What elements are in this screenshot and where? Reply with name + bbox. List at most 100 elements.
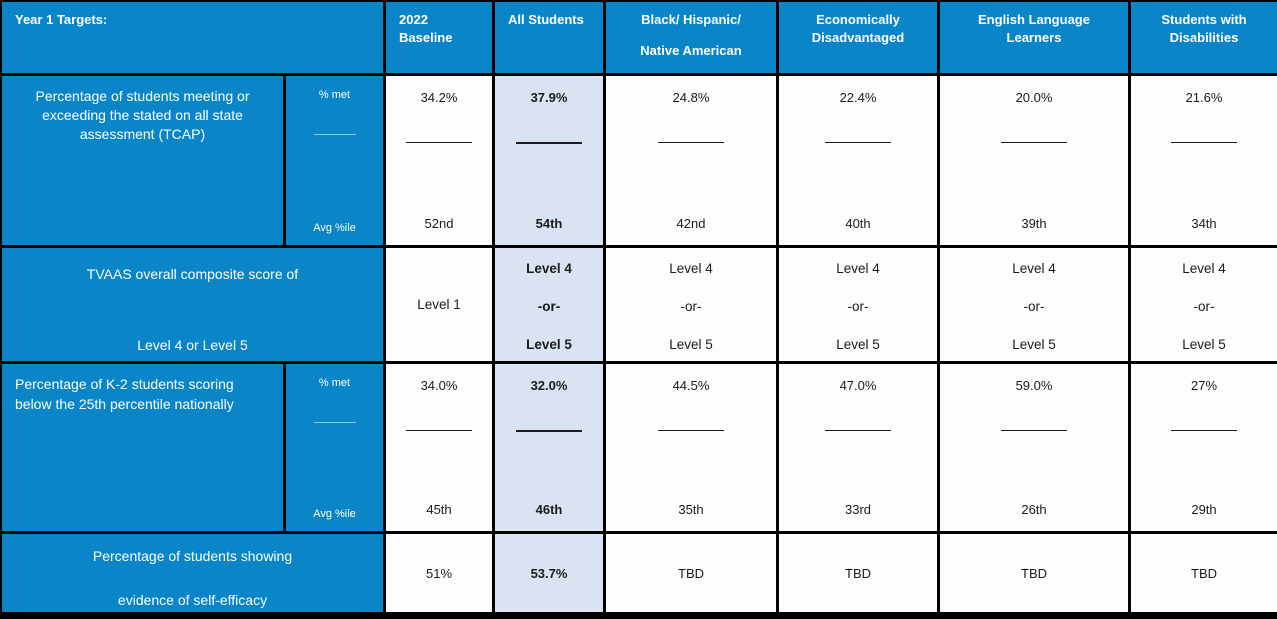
- tcap-baseline-pct: 34.2%: [420, 90, 458, 105]
- header-ell-line2: Learners: [1006, 30, 1062, 45]
- k2-econ-ordinal: 33rd: [844, 502, 872, 517]
- tcap-swd-ordinal: 34th: [1191, 216, 1217, 231]
- k2-ell-pct: 59.0%: [1015, 378, 1053, 393]
- header-ell-line1: English Language: [978, 12, 1090, 27]
- tvaas-swd-line2: -or-: [1193, 299, 1215, 314]
- header-black-hispanic-line1: Black/ Hispanic/: [641, 12, 741, 27]
- tvaas-row-label: TVAAS overall composite score of Level 4…: [2, 248, 383, 361]
- header-baseline-line2: Baseline: [399, 30, 453, 45]
- blank-line: [658, 430, 724, 431]
- pct-met-label: % met: [318, 89, 351, 101]
- blank-line: [406, 142, 472, 143]
- blank-line: [1001, 142, 1067, 143]
- selfefficacy-ell-cell: TBD: [940, 534, 1128, 612]
- tcap-metric-sublabels: % met Avg %ile: [286, 76, 383, 245]
- tvaas-ell-line1: Level 4: [1012, 261, 1056, 276]
- tvaas-ell-line2: -or-: [1023, 299, 1045, 314]
- header-all-students: All Students: [495, 2, 603, 73]
- tvaas-baseline-cell: Level 1: [386, 248, 492, 361]
- tcap-baseline-ordinal: 52nd: [424, 216, 454, 231]
- tvaas-swd-line1: Level 4: [1182, 261, 1226, 276]
- tvaas-all-students-cell: Level 4 -or- Level 5: [495, 248, 603, 361]
- k2-black-hispanic-pct: 44.5%: [672, 378, 710, 393]
- tvaas-bh-line2: -or-: [680, 299, 702, 314]
- tcap-all-pct: 37.9%: [530, 90, 568, 105]
- tvaas-all-line2: -or-: [537, 299, 561, 314]
- tvaas-econ-cell: Level 4 -or- Level 5: [779, 248, 937, 361]
- tvaas-label-line1: TVAAS overall composite score of: [86, 266, 299, 282]
- k2-baseline-cell: 34.0% 45th: [386, 364, 492, 531]
- tvaas-ell-line3: Level 5: [1012, 337, 1056, 352]
- tvaas-bh-line3: Level 5: [669, 337, 713, 352]
- tcap-baseline-cell: 34.2% 52nd: [386, 76, 492, 245]
- k2-swd-cell: 27% 29th: [1131, 364, 1277, 531]
- tvaas-econ-line2: -or-: [847, 299, 869, 314]
- avg-percentile-label: Avg %ile: [313, 508, 356, 520]
- k2-swd-pct: 27%: [1190, 378, 1218, 393]
- header-all-students-label: All Students: [508, 12, 584, 27]
- selfefficacy-ell-value: TBD: [1021, 565, 1047, 581]
- k2-econ-pct: 47.0%: [839, 378, 877, 393]
- selfefficacy-label-line2: evidence of self-efficacy: [117, 592, 268, 608]
- blank-line: [516, 430, 582, 432]
- selfefficacy-all-students-cell: 53.7%: [495, 534, 603, 612]
- header-econ-line2: Disadvantaged: [811, 30, 905, 45]
- tcap-swd-pct: 21.6%: [1185, 90, 1223, 105]
- blank-line: [1171, 430, 1237, 431]
- table-title: Year 1 Targets:: [15, 12, 108, 27]
- k2-black-hispanic-cell: 44.5% 35th: [606, 364, 776, 531]
- k2-swd-ordinal: 29th: [1191, 502, 1217, 517]
- k2-row-label: Percentage of K-2 students scoring below…: [2, 364, 283, 531]
- tcap-ell-ordinal: 39th: [1021, 216, 1047, 231]
- header-students-with-disabilities: Students with Disabilities: [1131, 2, 1277, 73]
- selfefficacy-baseline-value: 51%: [425, 565, 453, 581]
- blank-line: [825, 430, 891, 431]
- header-black-hispanic-native-american: Black/ Hispanic/ Native American: [606, 2, 776, 73]
- selfefficacy-black-hispanic-value: TBD: [678, 565, 704, 581]
- selfefficacy-swd-cell: TBD: [1131, 534, 1277, 612]
- blank-line: [313, 134, 356, 135]
- header-year1-targets: Year 1 Targets:: [2, 2, 383, 73]
- k2-ell-cell: 59.0% 26th: [940, 364, 1128, 531]
- tvaas-swd-cell: Level 4 -or- Level 5: [1131, 248, 1277, 361]
- tcap-ell-cell: 20.0% 39th: [940, 76, 1128, 245]
- tvaas-all-line1: Level 4: [526, 261, 572, 276]
- header-swd-line2: Disabilities: [1169, 30, 1239, 45]
- tcap-black-hispanic-ordinal: 42nd: [676, 216, 706, 231]
- tvaas-bh-line1: Level 4: [669, 261, 713, 276]
- header-baseline-line1: 2022: [399, 12, 428, 27]
- k2-metric-sublabels: % met Avg %ile: [286, 364, 383, 531]
- tcap-econ-cell: 22.4% 40th: [779, 76, 937, 245]
- blank-line: [406, 430, 472, 431]
- blank-line: [516, 142, 582, 144]
- k2-econ-cell: 47.0% 33rd: [779, 364, 937, 531]
- tvaas-label-line2: Level 4 or Level 5: [137, 337, 248, 353]
- header-2022-baseline: 2022 Baseline: [386, 2, 492, 73]
- tcap-row-label: Percentage of students meeting or exceed…: [2, 76, 283, 245]
- header-english-language-learners: English Language Learners: [940, 2, 1128, 73]
- tcap-swd-cell: 21.6% 34th: [1131, 76, 1277, 245]
- k2-all-pct: 32.0%: [530, 378, 568, 393]
- k2-black-hispanic-ordinal: 35th: [678, 502, 704, 517]
- header-economically-disadvantaged: Economically Disadvantaged: [779, 2, 937, 73]
- tvaas-black-hispanic-cell: Level 4 -or- Level 5: [606, 248, 776, 361]
- tvaas-all-line3: Level 5: [526, 337, 572, 352]
- selfefficacy-all-value: 53.7%: [530, 565, 568, 581]
- k2-baseline-ordinal: 45th: [426, 502, 452, 517]
- k2-ell-ordinal: 26th: [1021, 502, 1047, 517]
- blank-line: [1001, 430, 1067, 431]
- tcap-econ-ordinal: 40th: [845, 216, 871, 231]
- selfefficacy-row-label: Percentage of students showing evidence …: [2, 534, 383, 612]
- selfefficacy-label-line1: Percentage of students showing: [92, 548, 293, 564]
- k2-all-students-cell: 32.0% 46th: [495, 364, 603, 531]
- k2-all-ordinal: 46th: [535, 502, 563, 517]
- selfefficacy-econ-value: TBD: [845, 565, 871, 581]
- tvaas-swd-line3: Level 5: [1182, 337, 1226, 352]
- tvaas-econ-line3: Level 5: [836, 337, 880, 352]
- tcap-ell-pct: 20.0%: [1015, 90, 1053, 105]
- tcap-black-hispanic-cell: 24.8% 42nd: [606, 76, 776, 245]
- header-black-hispanic-line2: Native American: [640, 43, 742, 58]
- header-econ-line1: Economically: [816, 12, 900, 27]
- k2-row-label-text: Percentage of K-2 students scoring below…: [15, 376, 234, 412]
